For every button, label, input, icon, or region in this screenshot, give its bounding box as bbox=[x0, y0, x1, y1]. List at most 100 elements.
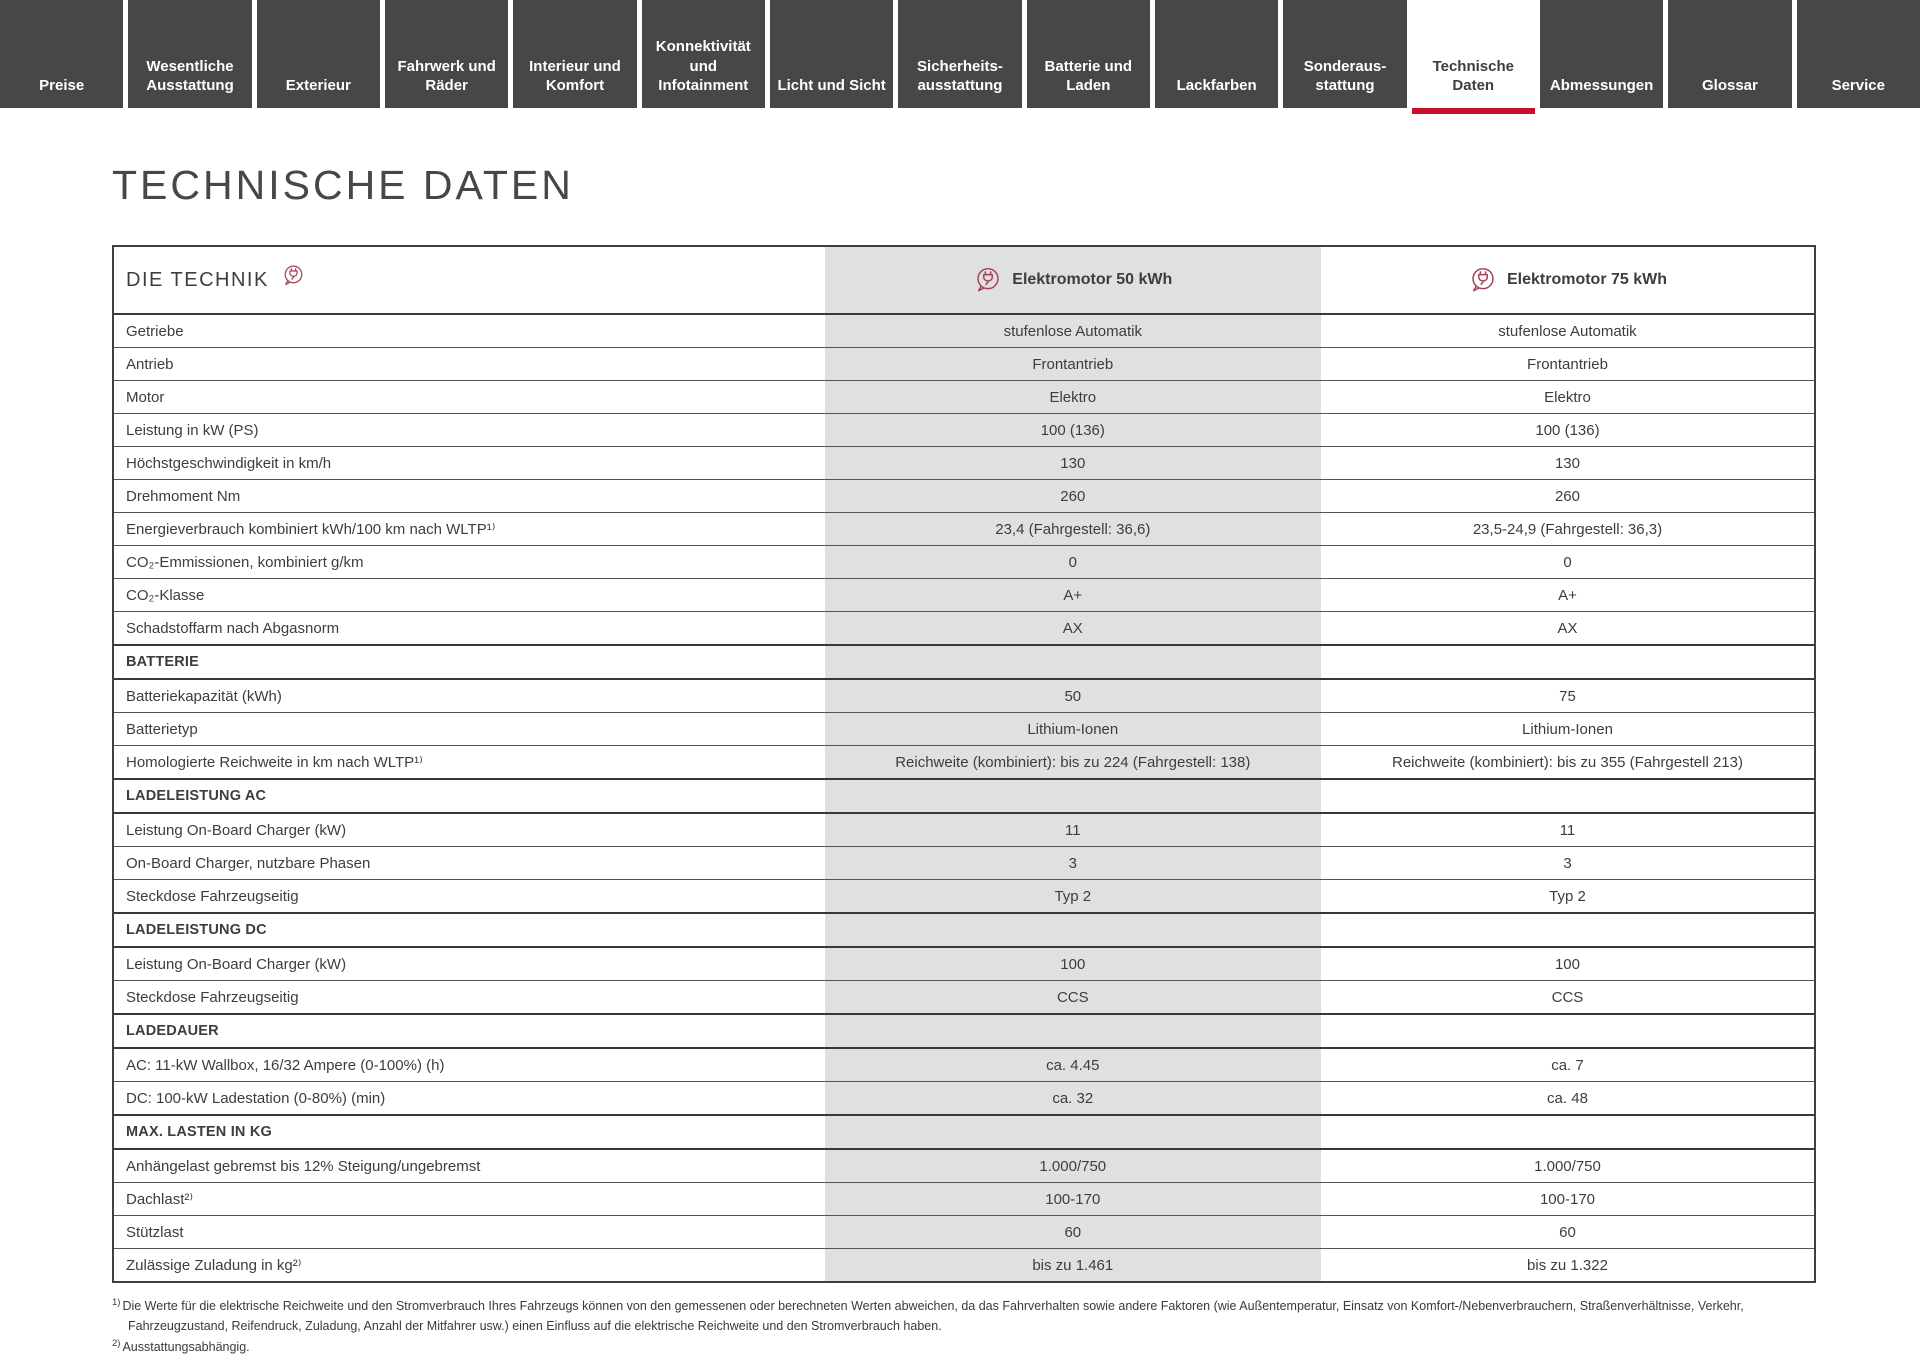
row-value-motor-75kwh: 75 bbox=[1559, 687, 1576, 705]
technical-data-table: DIE TECHNIK bbox=[112, 245, 1816, 1283]
row-value-motor-75kwh bbox=[1321, 914, 1814, 946]
row-value-motor-50kwh: 50 bbox=[824, 680, 1321, 712]
nav-tab-konnektivitaet-und-infotainment[interactable]: Konnektivität und Infotainment bbox=[641, 0, 765, 108]
row-value-motor-50kwh: stufenlose Automatik bbox=[824, 315, 1321, 347]
table-row: Motor Elektro Elektro bbox=[114, 380, 1814, 413]
table-header-row: DIE TECHNIK bbox=[114, 247, 1814, 315]
table-row: Leistung On-Board Charger (kW) 100 100 bbox=[114, 946, 1814, 980]
nav-tab-label: Preise bbox=[39, 76, 85, 94]
row-label: Homologierte Reichweite in km nach WLTP¹… bbox=[126, 754, 423, 771]
row-value-motor-50kwh bbox=[824, 1015, 1321, 1047]
row-value-motor-50kwh: Lithium-Ionen bbox=[824, 713, 1321, 745]
ev-plug-icon bbox=[977, 267, 999, 292]
nav-tab-sonderausstattung[interactable]: Sonderaus-stattung bbox=[1283, 0, 1407, 108]
table-row: LADEDAUER bbox=[114, 1013, 1814, 1047]
table-row: Anhängelast gebremst bis 12% Steigung/un… bbox=[114, 1148, 1814, 1182]
nav-tab-preise[interactable]: Preise bbox=[0, 0, 124, 108]
footnote-marker: 1) bbox=[112, 1297, 121, 1308]
row-label: CO₂-Klasse bbox=[126, 586, 205, 604]
nav-tab-label: Exterieur bbox=[285, 76, 351, 94]
table-row: CO₂-Emmissionen, kombiniert g/km 0 0 bbox=[114, 545, 1814, 578]
row-value-motor-50kwh bbox=[824, 646, 1321, 678]
footnote-text: Ausstattungsabhängig. bbox=[122, 1340, 250, 1355]
footnotes: 1) Die Werte für die elektrische Reichwei… bbox=[112, 1295, 1816, 1357]
row-label: Motor bbox=[126, 388, 165, 406]
nav-tab-sicherheitsausstattung[interactable]: Sicherheits-ausstattung bbox=[898, 0, 1022, 108]
row-value-motor-50kwh: AX bbox=[824, 612, 1321, 644]
nav-tab-service[interactable]: Service bbox=[1796, 0, 1920, 108]
row-value-motor-50kwh: ca. 32 bbox=[824, 1082, 1321, 1114]
row-value-motor-75kwh: 23,5-24,9 (Fahrgestell: 36,3) bbox=[1472, 520, 1663, 538]
row-label: LADEDAUER bbox=[126, 1023, 219, 1039]
row-label: Höchstgeschwindigkeit in km/h bbox=[126, 454, 332, 472]
row-value-motor-75kwh: ca. 48 bbox=[1547, 1089, 1588, 1107]
table-row: Antrieb Frontantrieb Frontantrieb bbox=[114, 347, 1814, 380]
nav-tab-interieur-und-komfort[interactable]: Interieur und Komfort bbox=[513, 0, 637, 108]
row-value-motor-50kwh: CCS bbox=[824, 981, 1321, 1013]
row-value-motor-75kwh: Lithium-Ionen bbox=[1522, 720, 1613, 738]
row-value-motor-75kwh bbox=[1321, 780, 1814, 812]
table-row: On-Board Charger, nutzbare Phasen 3 3 bbox=[114, 846, 1814, 879]
row-label: Energieverbrauch kombiniert kWh/100 km n… bbox=[126, 521, 496, 538]
nav-tab-licht-und-sicht[interactable]: Licht und Sicht bbox=[769, 0, 894, 108]
nav-tab-abmessungen[interactable]: Abmessungen bbox=[1539, 0, 1664, 108]
row-label: Zulässige Zuladung in kg²⁾ bbox=[126, 1257, 302, 1274]
row-label: Steckdose Fahrzeugseitig bbox=[126, 988, 299, 1006]
row-label: Getriebe bbox=[126, 322, 184, 340]
table-row: DC: 100-kW Ladestation (0-80%) (min) ca.… bbox=[114, 1081, 1814, 1114]
table-row: Dachlast²⁾ 100-170 100-170 bbox=[114, 1182, 1814, 1215]
row-label: Drehmoment Nm bbox=[126, 487, 241, 505]
row-value-motor-50kwh: 23,4 (Fahrgestell: 36,6) bbox=[824, 513, 1321, 545]
row-label: Batterietyp bbox=[126, 720, 198, 738]
row-value-motor-50kwh: Elektro bbox=[824, 381, 1321, 413]
nav-tab-glossar[interactable]: Glossar bbox=[1668, 0, 1792, 108]
row-label: Leistung On-Board Charger (kW) bbox=[126, 955, 347, 973]
nav-tab-label: Batterie und Laden bbox=[1044, 57, 1133, 94]
nav-tab-fahrwerk-und-raeder[interactable]: Fahrwerk und Räder bbox=[384, 0, 509, 108]
nav-tab-lackfarben[interactable]: Lackfarben bbox=[1154, 0, 1279, 108]
table-row: BATTERIE bbox=[114, 644, 1814, 678]
table-section-title-label: DIE TECHNIK bbox=[126, 268, 269, 291]
row-label: Stützlast bbox=[126, 1223, 184, 1241]
row-value-motor-75kwh: 1.000/750 bbox=[1534, 1157, 1601, 1175]
row-value-motor-50kwh: 100 (136) bbox=[824, 414, 1321, 446]
nav-tab-batterie-und-laden[interactable]: Batterie und Laden bbox=[1026, 0, 1150, 108]
row-label: MAX. LASTEN IN KG bbox=[126, 1124, 272, 1140]
row-label: Antrieb bbox=[126, 355, 174, 373]
row-value-motor-50kwh: 60 bbox=[824, 1216, 1321, 1248]
row-value-motor-50kwh: Frontantrieb bbox=[824, 348, 1321, 380]
nav-tab-technische-daten[interactable]: Technische Daten bbox=[1411, 0, 1536, 114]
row-label: Dachlast²⁾ bbox=[126, 1191, 194, 1208]
row-label: AC: 11-kW Wallbox, 16/32 Ampere (0-100%)… bbox=[126, 1056, 445, 1074]
table-row: Drehmoment Nm 260 260 bbox=[114, 479, 1814, 512]
nav-tab-label: Sonderaus-stattung bbox=[1303, 57, 1387, 94]
table-row: Leistung in kW (PS) 100 (136) 100 (136) bbox=[114, 413, 1814, 446]
table-row: Steckdose Fahrzeugseitig Typ 2 Typ 2 bbox=[114, 879, 1814, 912]
nav-tab-label: Lackfarben bbox=[1176, 76, 1257, 94]
row-value-motor-50kwh: 1.000/750 bbox=[824, 1150, 1321, 1182]
nav-tab-wesentliche-ausstattung[interactable]: Wesentliche Ausstattung bbox=[128, 0, 252, 108]
footnote-2: 2) Ausstattungsabhängig. bbox=[112, 1336, 1816, 1357]
table-row: Schadstoffarm nach Abgasnorm AX AX bbox=[114, 611, 1814, 644]
nav-tab-label: Wesentliche Ausstattung bbox=[146, 57, 234, 94]
nav-tab-label: Sicherheits-ausstattung bbox=[917, 57, 1003, 94]
row-label: On-Board Charger, nutzbare Phasen bbox=[126, 854, 371, 872]
row-value-motor-75kwh: AX bbox=[1557, 619, 1578, 637]
nav-tab-label: Interieur und Komfort bbox=[529, 57, 621, 94]
nav-tab-exterieur[interactable]: Exterieur bbox=[256, 0, 380, 108]
row-value-motor-50kwh: 100-170 bbox=[824, 1183, 1321, 1215]
row-value-motor-75kwh bbox=[1321, 1116, 1814, 1148]
row-value-motor-50kwh: 130 bbox=[824, 447, 1321, 479]
table-row: CO₂-Klasse A+ A+ bbox=[114, 578, 1814, 611]
row-value-motor-50kwh bbox=[824, 914, 1321, 946]
column-header-label: Elektromotor 50 kWh bbox=[1012, 271, 1173, 288]
nav-tab-label: Konnektivität und Infotainment bbox=[655, 38, 751, 94]
table-row: Batterietyp Lithium-Ionen Lithium-Ionen bbox=[114, 712, 1814, 745]
table-row: Stützlast 60 60 bbox=[114, 1215, 1814, 1248]
row-value-motor-75kwh: 0 bbox=[1563, 553, 1572, 571]
row-value-motor-50kwh: bis zu 1.461 bbox=[824, 1249, 1321, 1281]
row-label: DC: 100-kW Ladestation (0-80%) (min) bbox=[126, 1089, 386, 1107]
row-value-motor-50kwh: A+ bbox=[824, 579, 1321, 611]
row-label: Schadstoffarm nach Abgasnorm bbox=[126, 619, 340, 637]
row-label: LADELEISTUNG AC bbox=[126, 788, 267, 804]
